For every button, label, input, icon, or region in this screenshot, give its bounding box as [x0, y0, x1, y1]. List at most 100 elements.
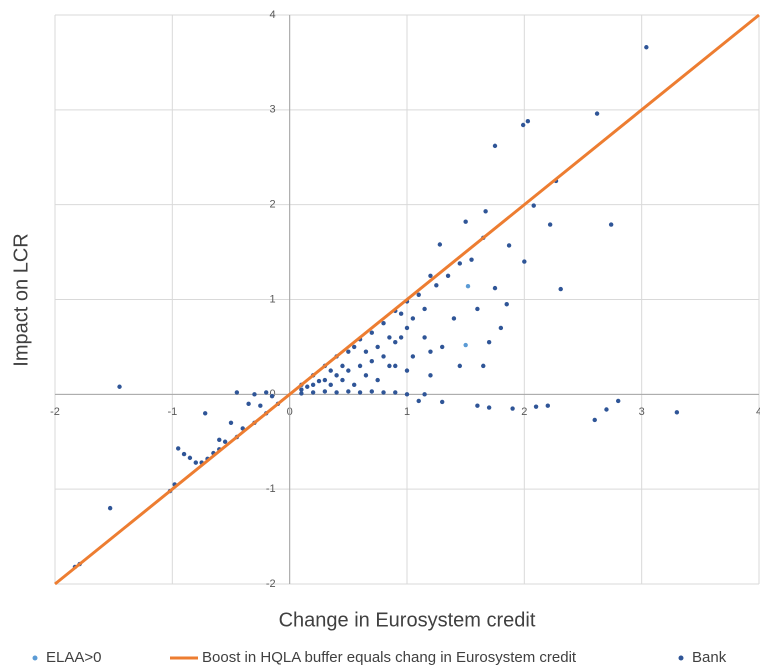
point	[422, 335, 427, 340]
point	[445, 273, 451, 278]
point	[352, 382, 357, 388]
point	[352, 344, 357, 350]
point	[451, 316, 457, 321]
point	[222, 439, 228, 444]
point	[533, 404, 539, 409]
point	[504, 302, 509, 307]
point	[369, 330, 374, 335]
point	[410, 316, 416, 321]
point	[346, 368, 351, 373]
point	[506, 243, 512, 248]
point	[246, 401, 251, 407]
point	[483, 209, 488, 214]
point	[465, 284, 471, 289]
point	[117, 384, 122, 389]
point	[475, 403, 480, 408]
point	[437, 242, 443, 247]
point	[510, 406, 515, 411]
point	[463, 219, 468, 224]
point	[264, 390, 269, 395]
point	[322, 377, 328, 383]
point	[176, 446, 181, 451]
reference-line	[54, 13, 760, 586]
point	[440, 344, 445, 350]
point	[616, 398, 621, 404]
point	[416, 292, 421, 297]
point	[363, 373, 369, 378]
point	[107, 505, 113, 511]
point	[375, 344, 380, 350]
point	[404, 368, 410, 373]
point	[486, 405, 492, 410]
point	[492, 285, 498, 291]
point	[357, 390, 363, 395]
point	[234, 390, 240, 395]
point	[592, 417, 597, 423]
y-tick-label: 4	[270, 9, 276, 21]
point	[387, 335, 392, 340]
point	[217, 437, 222, 443]
point	[340, 377, 345, 383]
point	[422, 306, 427, 312]
y-tick-label: 3	[270, 104, 276, 116]
point	[434, 283, 439, 288]
point	[346, 349, 351, 354]
y-tick-label: -1	[266, 483, 276, 495]
point	[322, 389, 328, 394]
point	[328, 382, 333, 388]
point	[310, 382, 316, 388]
point	[334, 373, 339, 378]
point	[525, 119, 531, 124]
point	[340, 363, 345, 369]
y-tick-label: 2	[270, 199, 276, 211]
point	[492, 143, 498, 149]
point	[498, 325, 504, 331]
point	[357, 363, 363, 369]
point	[522, 259, 527, 264]
point	[328, 368, 333, 373]
point	[410, 354, 416, 359]
point	[463, 342, 468, 348]
point	[334, 390, 339, 395]
point	[181, 451, 187, 457]
point	[457, 363, 462, 369]
point	[252, 392, 257, 397]
y-tick-label: -2	[266, 578, 276, 590]
point	[674, 410, 680, 415]
point	[369, 389, 374, 394]
point	[416, 398, 421, 404]
legend-label: ELAA>0	[46, 649, 101, 666]
point	[404, 325, 410, 331]
point	[316, 378, 322, 384]
point	[310, 390, 316, 395]
point	[457, 261, 462, 266]
point	[187, 455, 193, 461]
point	[440, 399, 445, 405]
point	[404, 392, 410, 397]
point	[202, 411, 208, 416]
x-tick-label: 1	[404, 406, 410, 418]
point	[299, 391, 304, 396]
y-axis-title: Impact on LCR	[10, 233, 32, 366]
point	[608, 222, 614, 227]
x-tick-label: -1	[167, 406, 177, 418]
point	[644, 45, 649, 50]
legend-swatch	[678, 655, 684, 661]
point	[428, 349, 433, 354]
point	[428, 373, 433, 378]
point	[346, 389, 351, 394]
point	[381, 354, 386, 359]
legend-label: Bank	[692, 649, 727, 666]
point	[269, 394, 275, 399]
x-tick-label: 2	[521, 406, 527, 418]
point	[594, 111, 600, 116]
point	[520, 122, 526, 128]
x-axis-title: Change in Eurosystem credit	[279, 609, 536, 631]
point	[381, 390, 386, 395]
legend-swatch	[32, 655, 38, 661]
x-tick-label: 3	[639, 406, 645, 418]
point	[381, 321, 386, 326]
point	[604, 407, 609, 412]
point	[393, 390, 398, 395]
